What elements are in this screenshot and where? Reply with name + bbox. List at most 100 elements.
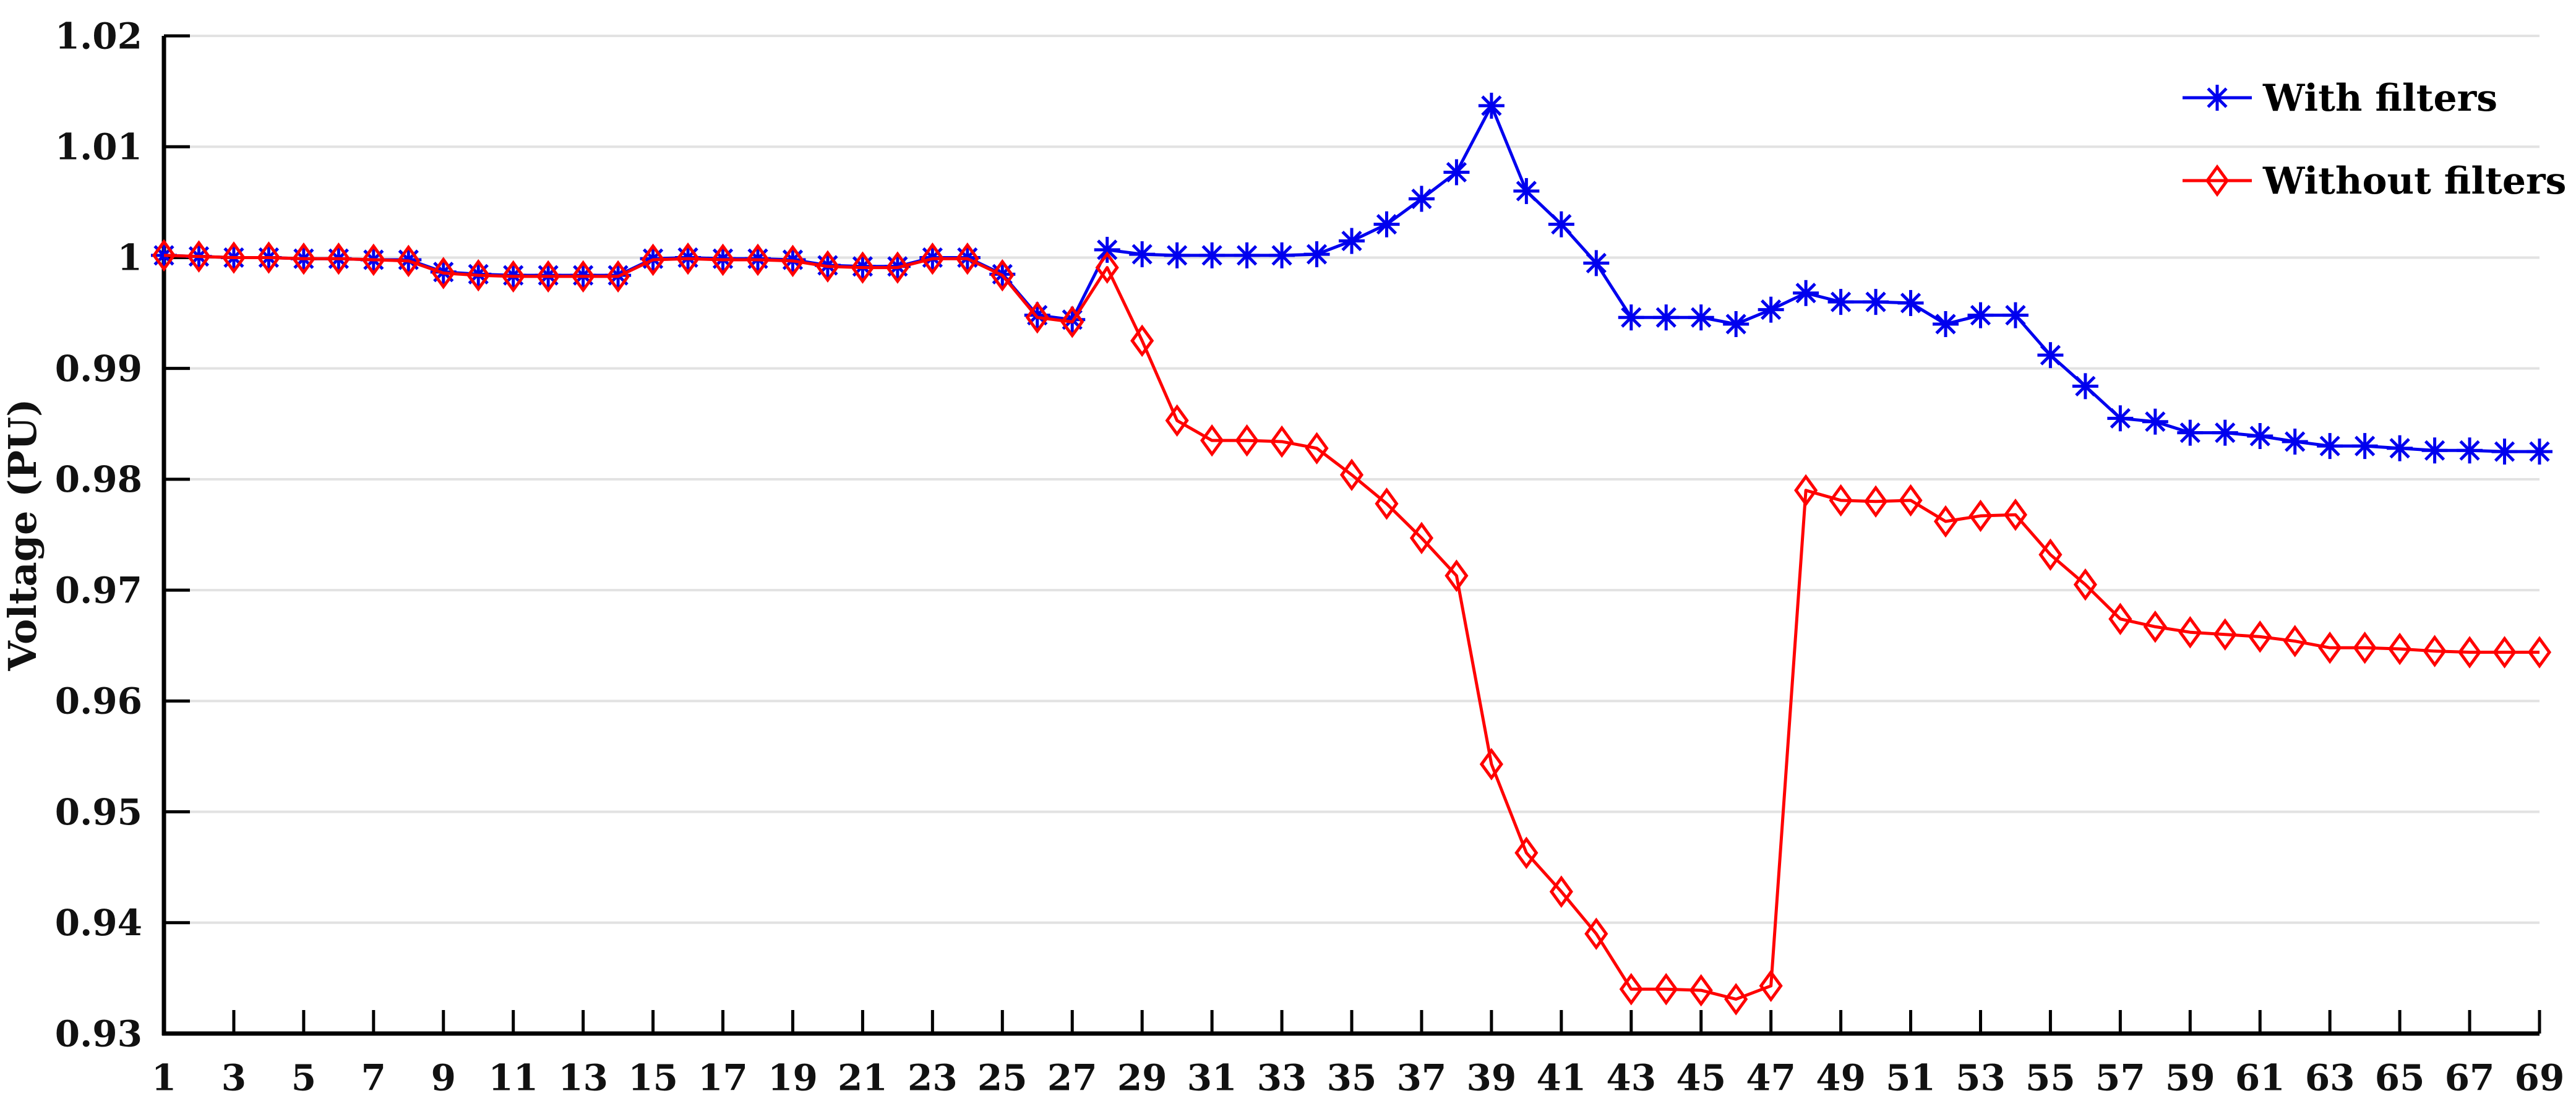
diamond-marker xyxy=(2205,164,2230,197)
asterisk-spoke xyxy=(1865,291,1886,312)
asterisk-spoke xyxy=(1201,245,1222,266)
diamond-marker xyxy=(2003,498,2028,531)
asterisk-marker xyxy=(2491,439,2518,465)
diamond-marker xyxy=(711,243,735,276)
asterisk-marker xyxy=(1129,241,1156,268)
diamond-marker xyxy=(361,243,385,276)
asterisk-marker xyxy=(2282,428,2308,455)
asterisk-marker xyxy=(1967,302,1994,328)
asterisk-marker xyxy=(2387,435,2413,461)
diamond-marker xyxy=(2108,602,2132,635)
x-tick-label: 63 xyxy=(2305,1056,2355,1098)
asterisk-marker xyxy=(1443,159,1470,186)
asterisk-marker xyxy=(2212,419,2238,446)
asterisk-marker xyxy=(1164,242,1190,268)
asterisk-spoke xyxy=(1830,291,1852,312)
asterisk-spoke xyxy=(2207,87,2228,108)
x-tick-label: 35 xyxy=(1327,1056,1377,1098)
legend-item-with-filters: With filters xyxy=(2183,77,2497,120)
diamond-marker xyxy=(2073,568,2097,601)
diamond-marker xyxy=(1654,973,1678,1006)
asterisk-marker xyxy=(1513,178,1540,204)
legend-item-without-filters: Without filters xyxy=(2183,160,2566,203)
asterisk-marker xyxy=(1688,304,1714,331)
diamond-marker xyxy=(1200,424,1224,457)
x-tick-label: 3 xyxy=(221,1056,246,1098)
asterisk-spoke xyxy=(2459,440,2480,461)
x-tick-label: 21 xyxy=(838,1056,888,1098)
diamond-marker xyxy=(1165,404,1189,437)
x-tick-label: 43 xyxy=(1606,1056,1656,1098)
x-tick-label: 27 xyxy=(1047,1056,1097,1098)
diamond-marker xyxy=(1514,836,1539,870)
diamond-marker xyxy=(2143,610,2167,643)
asterisk-spoke xyxy=(1516,181,1537,202)
y-tick-label: 0.94 xyxy=(55,902,142,944)
asterisk-spoke xyxy=(1551,214,1572,235)
asterisk-spoke xyxy=(1935,314,1956,335)
asterisk-spoke xyxy=(1691,307,1712,328)
y-tick-label: 0.97 xyxy=(55,569,142,611)
asterisk-marker xyxy=(1234,242,1260,268)
asterisk-marker xyxy=(2527,439,2552,465)
diamond-marker xyxy=(2248,620,2272,653)
asterisk-spoke xyxy=(1446,161,1467,183)
asterisk-spoke xyxy=(2110,408,2131,429)
diamond-marker xyxy=(955,242,979,275)
x-tick-label: 51 xyxy=(1886,1056,1936,1098)
x-tick-label: 55 xyxy=(2025,1056,2076,1098)
diamond-marker xyxy=(1759,969,1783,1003)
asterisk-marker xyxy=(1723,310,1750,337)
x-tick-label: 57 xyxy=(2095,1056,2145,1098)
asterisk-spoke xyxy=(1761,299,1782,320)
asterisk-marker xyxy=(1199,242,1226,268)
asterisk-spoke xyxy=(2145,411,2166,432)
x-tick-label: 31 xyxy=(1187,1056,1237,1098)
x-tick-label: 49 xyxy=(1816,1056,1866,1098)
diamond-marker xyxy=(1025,301,1049,334)
asterisk-spoke xyxy=(1271,245,1292,266)
asterisk-spoke xyxy=(2005,305,2026,326)
asterisk-marker xyxy=(1373,211,1400,238)
diamond-marker xyxy=(1689,974,1713,1007)
x-tick-label: 65 xyxy=(2375,1056,2425,1098)
asterisk-spoke xyxy=(1621,307,1642,328)
diamond-marker xyxy=(1829,484,1853,517)
asterisk-spoke xyxy=(1481,95,1502,116)
diamond-marker xyxy=(466,259,491,292)
diamond-marker xyxy=(676,242,700,275)
asterisk-spoke xyxy=(1097,239,1118,260)
asterisk-marker xyxy=(1653,304,1680,331)
asterisk-spoke xyxy=(1970,305,1991,326)
x-tick-label: 61 xyxy=(2235,1056,2285,1098)
asterisk-spoke xyxy=(1167,245,1188,266)
x-tick-label: 1 xyxy=(152,1056,176,1098)
asterisk-spoke xyxy=(1795,283,1816,304)
diamond-marker xyxy=(1339,458,1364,491)
diamond-marker xyxy=(1095,251,1119,284)
diamond-marker xyxy=(606,260,630,293)
y-tick-label: 1.01 xyxy=(55,126,142,168)
x-tick-label: 7 xyxy=(361,1056,386,1098)
x-tick-label: 41 xyxy=(1536,1056,1586,1098)
asterisk-marker xyxy=(2107,405,2134,432)
asterisk-spoke xyxy=(2179,422,2200,443)
diamond-marker xyxy=(885,251,909,284)
diamond-marker xyxy=(1375,487,1399,520)
diamond-marker xyxy=(1409,521,1434,555)
x-tick-label: 9 xyxy=(431,1056,456,1098)
asterisk-marker xyxy=(2351,433,2378,460)
diamond-marker xyxy=(2423,635,2447,667)
y-axis-title: Voltage (PU) xyxy=(0,399,45,672)
diamond-marker xyxy=(990,259,1015,292)
diamond-marker xyxy=(1933,505,1958,538)
diamond-marker xyxy=(571,260,595,293)
x-tick-label: 23 xyxy=(908,1056,958,1098)
asterisk-spoke xyxy=(2075,375,2096,396)
diamond-marker xyxy=(1863,485,1888,518)
asterisk-spoke xyxy=(2389,438,2410,459)
x-tick-label: 15 xyxy=(628,1056,678,1098)
diamond-marker xyxy=(187,240,211,273)
